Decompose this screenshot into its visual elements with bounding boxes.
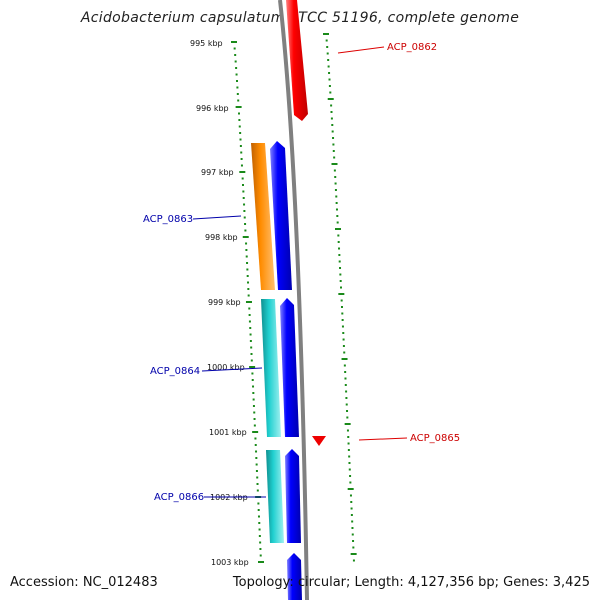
scale-labels: 995 kbp 996 kbp 997 kbp 998 kbp 999 kbp … <box>190 39 249 567</box>
feature-orange-0863 <box>251 143 275 290</box>
leader-acp-0862 <box>337 46 385 54</box>
leader-acp-0864 <box>201 367 263 372</box>
scale-label-1001: 1001 kbp <box>209 428 247 437</box>
scale-label-995: 995 kbp <box>190 39 223 48</box>
scale-ticks-right <box>323 33 357 562</box>
genome-summary: Topology: circular; Length: 4,127,356 bp… <box>232 575 590 590</box>
scale-label-998: 998 kbp <box>205 233 238 242</box>
scale-label-996: 996 kbp <box>196 104 229 113</box>
scale-label-999: 999 kbp <box>208 298 241 307</box>
gene-label-acp-0864[interactable]: ACP_0864 <box>150 366 200 377</box>
scale-label-997: 997 kbp <box>201 168 234 177</box>
gene-label-acp-0865[interactable]: ACP_0865 <box>410 433 460 444</box>
gene-label-acp-0862[interactable]: ACP_0862 <box>387 42 437 53</box>
map-title: Acidobacterium capsulatum ATCC 51196, co… <box>80 10 520 26</box>
scale-ticks-left <box>231 41 264 563</box>
leader-acp-0863 <box>192 215 242 220</box>
genome-backbone <box>278 0 309 600</box>
gene-next-arrow <box>287 553 302 600</box>
leader-acp-0865 <box>358 437 408 441</box>
gene-label-acp-0863[interactable]: ACP_0863 <box>143 214 193 225</box>
gene-acp-0866-arrow <box>285 449 301 543</box>
gene-acp-0865-arrow <box>312 436 326 446</box>
gene-acp-0862-arrow <box>286 0 308 121</box>
accession-label: Accession: NC_012483 <box>10 575 158 590</box>
label-leader-lines <box>192 46 408 498</box>
feature-cyan-0866 <box>266 450 284 543</box>
gene-acp-0864-arrow <box>280 298 299 437</box>
scale-label-1000: 1000 kbp <box>207 363 245 372</box>
feature-cyan-0864 <box>261 299 281 437</box>
scale-label-1003: 1003 kbp <box>211 558 249 567</box>
gene-acp-0863-arrow <box>270 141 292 290</box>
gene-label-acp-0866[interactable]: ACP_0866 <box>154 492 204 503</box>
